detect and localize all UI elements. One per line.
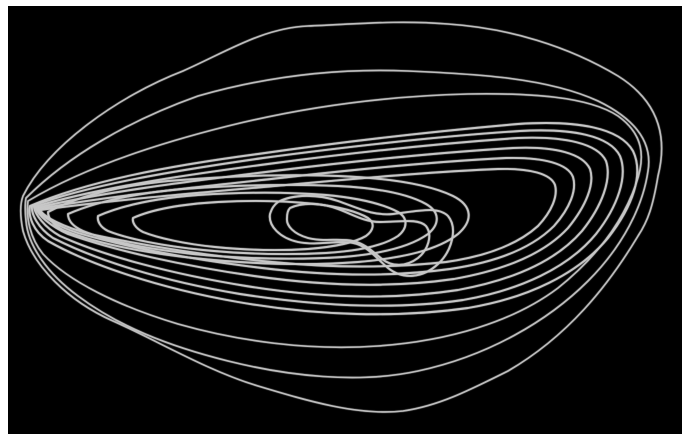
contour-ring-10	[47, 174, 470, 266]
contour-ring-4	[28, 122, 639, 316]
contour-rings-graphic	[19, 21, 663, 413]
contour-ring-14	[268, 194, 454, 277]
contour-ring-1	[19, 21, 663, 413]
contour-ring-13	[131, 200, 374, 251]
contour-ring-15	[286, 203, 431, 266]
contour-ring-6	[33, 136, 609, 298]
contour-ring-11	[67, 184, 438, 260]
contour-ring-3	[26, 93, 643, 349]
contour-ring-7	[35, 146, 593, 286]
contour-ring-12	[96, 191, 407, 255]
contour-ring-2	[24, 69, 650, 379]
contour-image	[8, 6, 682, 434]
contour-ring-5	[31, 129, 624, 307]
